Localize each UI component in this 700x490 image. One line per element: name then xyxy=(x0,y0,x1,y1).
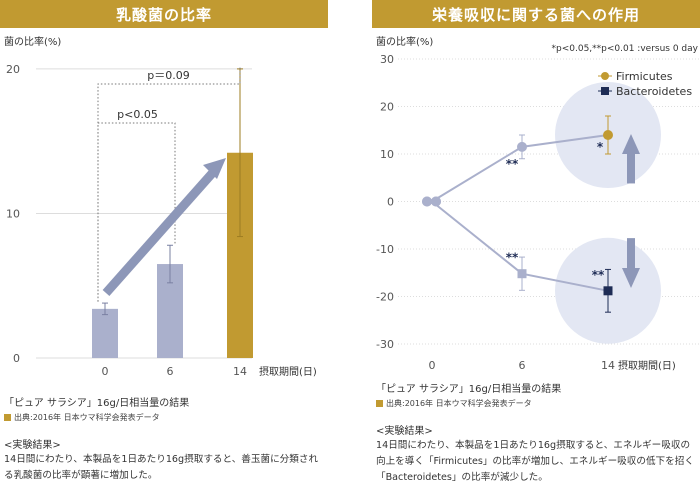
decrease-arrow-head xyxy=(622,268,640,288)
significance-label: p<0.05 xyxy=(117,108,158,121)
y-tick-label: 20 xyxy=(6,63,20,76)
lactic-acid-bar-chart: 菌の比率(%) 0 10 20 0 6 14 摂取期間(日) p<0.05 p＝0.09 xyxy=(4,35,317,378)
source-square-icon xyxy=(4,414,11,421)
left-result-text: 14日間にわたり、本製品を1日あたり16g摂取すると、善玉菌に分類される乳酸菌の… xyxy=(4,454,319,481)
right-chart-title: 栄養吸収に関する菌への作用 xyxy=(372,0,700,28)
data-point xyxy=(603,286,613,296)
legend-bacteroidetes-marker xyxy=(601,87,609,95)
significance-bracket xyxy=(97,122,176,302)
x-tick-label: 14 xyxy=(601,359,615,372)
increase-arrow-head xyxy=(622,134,640,154)
data-point xyxy=(603,130,613,140)
x-tick-label: 0 xyxy=(429,359,436,372)
trend-arrow-head xyxy=(203,158,226,179)
data-point xyxy=(422,196,432,207)
y-tick-label: 0 xyxy=(387,196,394,209)
left-result-heading: <実験結果> xyxy=(4,440,61,451)
significance-note: *p<0.05,**p<0.01 :versus 0 day xyxy=(552,44,699,54)
data-point xyxy=(431,196,441,207)
left-chart-title: 乳酸菌の比率 xyxy=(0,0,328,28)
y-axis-label: 菌の比率(%) xyxy=(4,35,61,48)
right-source-text: 出典:2016年 日本ウマ科学会発表データ xyxy=(386,399,532,408)
legend-bacteroidetes-label: Bacteroidetes xyxy=(616,85,692,98)
legend-firmicutes-marker xyxy=(601,72,609,80)
right-result-text: 14日間にわたり、本製品を1日あたり16g摂取すると、エネルギー吸収の向上を導く… xyxy=(376,440,694,483)
right-result-heading: <実験結果> xyxy=(376,426,433,437)
source-square-icon xyxy=(376,400,383,407)
y-tick-label: 10 xyxy=(6,207,20,220)
y-tick-label: 30 xyxy=(380,53,394,66)
x-tick-label: 6 xyxy=(167,365,174,378)
x-axis-label: 摂取期間(日) xyxy=(259,365,317,378)
y-tick-label: -30 xyxy=(376,338,394,351)
legend-firmicutes-label: Firmicutes xyxy=(616,70,673,83)
x-tick-label: 14 xyxy=(233,365,247,378)
x-tick-label: 6 xyxy=(519,359,526,372)
data-point xyxy=(517,141,527,152)
bar xyxy=(92,308,118,358)
left-source: 出典:2016年 日本ウマ科学会発表データ xyxy=(4,412,160,423)
significance-marker: ** xyxy=(592,268,605,282)
left-caption: 「ピュア サラシア」16g/日相当量の結果 xyxy=(4,398,190,409)
right-source: 出典:2016年 日本ウマ科学会発表データ xyxy=(376,398,532,409)
x-tick-label: 0 xyxy=(102,365,109,378)
right-caption: 「ピュア サラシア」16g/日相当量の結果 xyxy=(376,384,562,395)
y-tick-label: 0 xyxy=(13,352,20,365)
y-tick-label: 10 xyxy=(380,148,394,161)
y-axis-label: 菌の比率(%) xyxy=(376,35,433,48)
y-tick-label: -10 xyxy=(376,243,394,256)
significance-label: p＝0.09 xyxy=(147,69,189,82)
significance-marker: * xyxy=(597,140,604,154)
left-source-text: 出典:2016年 日本ウマ科学会発表データ xyxy=(14,413,160,422)
left-panel: 乳酸菌の比率 菌の比率(%) 0 10 20 0 6 14 摂取期間(日) p<0.05 p＝0.… xyxy=(0,0,328,490)
significance-bracket xyxy=(97,67,241,302)
significance-marker: ** xyxy=(506,251,519,265)
right-panel: 栄養吸収に関する菌への作用 菌の比率(%) *p<0.05,**p<0.01 :v… xyxy=(372,0,700,490)
x-axis-label: 摂取期間(日) xyxy=(618,359,676,372)
y-tick-label: -20 xyxy=(376,291,394,304)
significance-marker: ** xyxy=(506,157,519,171)
data-point xyxy=(517,269,527,279)
y-tick-label: 20 xyxy=(380,101,394,114)
trend-arrow-shaft xyxy=(102,166,220,296)
bacteria-line-chart: 菌の比率(%) *p<0.05,**p<0.01 :versus 0 day 30 2… xyxy=(376,35,700,372)
